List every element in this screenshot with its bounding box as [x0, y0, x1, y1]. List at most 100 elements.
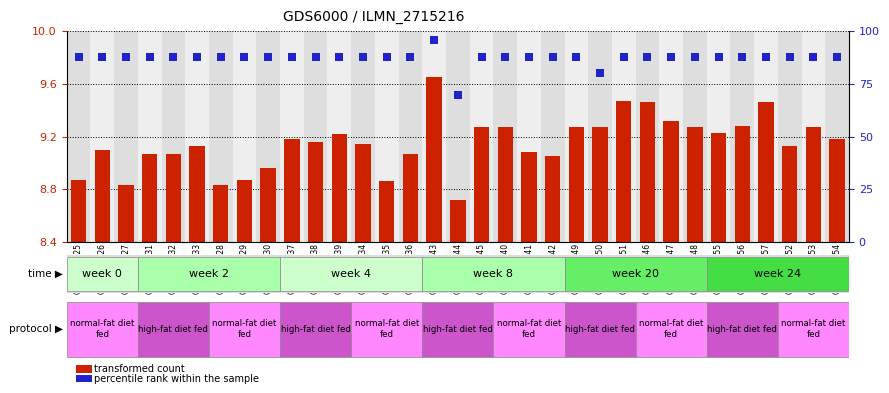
- Bar: [825, 31, 849, 242]
- Point: [451, 91, 465, 97]
- Bar: [778, 302, 849, 356]
- Bar: [236, 180, 252, 393]
- Bar: [569, 127, 584, 393]
- Bar: [636, 31, 660, 242]
- Text: high-fat diet fed: high-fat diet fed: [139, 325, 208, 334]
- Bar: [565, 302, 636, 356]
- Point: [190, 53, 204, 60]
- Bar: [446, 31, 469, 242]
- Point: [166, 53, 180, 60]
- Bar: [565, 31, 589, 242]
- Text: normal-fat diet
fed: normal-fat diet fed: [781, 320, 845, 339]
- Bar: [469, 31, 493, 242]
- Bar: [805, 127, 821, 393]
- Text: high-fat diet fed: high-fat diet fed: [281, 325, 350, 334]
- Point: [142, 53, 156, 60]
- Text: high-fat diet fed: high-fat diet fed: [708, 325, 777, 334]
- Point: [308, 53, 323, 60]
- Point: [664, 53, 678, 60]
- Bar: [707, 31, 731, 242]
- Point: [332, 53, 347, 60]
- Bar: [498, 127, 513, 393]
- Bar: [67, 31, 91, 242]
- Text: week 4: week 4: [332, 269, 371, 279]
- Bar: [398, 31, 422, 242]
- Bar: [351, 302, 422, 356]
- Point: [711, 53, 725, 60]
- Bar: [687, 127, 702, 393]
- Bar: [802, 31, 825, 242]
- Text: protocol ▶: protocol ▶: [9, 324, 63, 334]
- Bar: [778, 31, 802, 242]
- Bar: [138, 302, 209, 356]
- Bar: [351, 31, 375, 242]
- Bar: [114, 31, 138, 242]
- Text: week 20: week 20: [613, 269, 659, 279]
- Point: [213, 53, 228, 60]
- Text: normal-fat diet
fed: normal-fat diet fed: [497, 320, 561, 339]
- Bar: [541, 31, 565, 242]
- Point: [806, 53, 821, 60]
- Bar: [734, 126, 750, 393]
- Text: time ▶: time ▶: [28, 269, 63, 279]
- Bar: [493, 302, 565, 356]
- Bar: [379, 181, 395, 393]
- Bar: [162, 31, 185, 242]
- Bar: [493, 31, 517, 242]
- Text: week 2: week 2: [189, 269, 228, 279]
- Bar: [233, 31, 256, 242]
- Bar: [209, 302, 280, 356]
- Bar: [829, 139, 845, 393]
- Bar: [327, 31, 351, 242]
- Bar: [707, 257, 849, 291]
- Point: [475, 53, 489, 60]
- Bar: [280, 302, 351, 356]
- Bar: [94, 150, 110, 393]
- Bar: [356, 145, 371, 393]
- Point: [404, 53, 418, 60]
- Point: [782, 53, 797, 60]
- Bar: [545, 156, 560, 393]
- Bar: [758, 103, 773, 393]
- Point: [759, 53, 773, 60]
- Text: week 8: week 8: [474, 269, 513, 279]
- Point: [237, 53, 252, 60]
- Bar: [589, 31, 612, 242]
- Point: [498, 53, 512, 60]
- Text: high-fat diet fed: high-fat diet fed: [565, 325, 635, 334]
- Bar: [640, 103, 655, 393]
- Text: normal-fat diet
fed: normal-fat diet fed: [212, 320, 276, 339]
- Point: [427, 37, 441, 43]
- Point: [640, 53, 654, 60]
- Bar: [304, 31, 327, 242]
- Text: normal-fat diet
fed: normal-fat diet fed: [70, 320, 134, 339]
- Bar: [308, 142, 324, 393]
- Bar: [138, 257, 280, 291]
- Bar: [185, 31, 209, 242]
- Point: [71, 53, 85, 60]
- Bar: [91, 31, 114, 242]
- Text: week 24: week 24: [754, 269, 802, 279]
- Bar: [636, 302, 707, 356]
- Bar: [754, 31, 778, 242]
- Text: high-fat diet fed: high-fat diet fed: [423, 325, 493, 334]
- Text: normal-fat diet
fed: normal-fat diet fed: [639, 320, 703, 339]
- Bar: [280, 257, 422, 291]
- Bar: [71, 180, 86, 393]
- Bar: [256, 31, 280, 242]
- Bar: [663, 121, 679, 393]
- Bar: [422, 257, 565, 291]
- Point: [569, 53, 583, 60]
- Text: week 0: week 0: [83, 269, 122, 279]
- Bar: [142, 154, 157, 393]
- Bar: [189, 146, 204, 393]
- Bar: [660, 31, 683, 242]
- Text: transformed count: transformed count: [94, 364, 185, 374]
- Point: [356, 53, 370, 60]
- Bar: [213, 185, 228, 393]
- Bar: [165, 154, 181, 393]
- Bar: [422, 31, 446, 242]
- Bar: [565, 257, 707, 291]
- Point: [380, 53, 394, 60]
- Bar: [707, 302, 778, 356]
